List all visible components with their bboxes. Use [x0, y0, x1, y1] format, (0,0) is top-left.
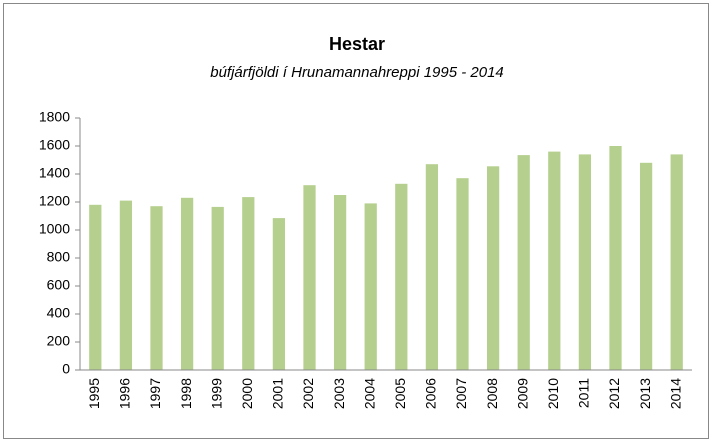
y-tick-label: 400 [47, 305, 71, 321]
y-tick-label: 1600 [39, 137, 70, 153]
x-tick-label: 2009 [514, 378, 530, 409]
bar [395, 183, 408, 370]
chart-subtitle: búfjárfjöldi í Hrunamannahreppi 1995 - 2… [210, 64, 504, 81]
bar [333, 195, 347, 370]
bar [670, 154, 683, 370]
x-tick-label: 2010 [545, 378, 561, 409]
chart-title: Hestar [329, 34, 385, 54]
x-tick-label: 2014 [667, 378, 683, 409]
bar [609, 146, 622, 370]
y-tick-label: 600 [47, 277, 71, 293]
bar [211, 206, 224, 370]
y-tick-label: 0 [62, 361, 70, 377]
bar [303, 185, 316, 370]
bar [89, 204, 102, 370]
x-tick-label: 2001 [270, 378, 286, 409]
x-tick-label: 2005 [392, 378, 408, 409]
x-tick-label: 2004 [361, 378, 377, 409]
x-tick-label: 2013 [637, 378, 653, 409]
x-tick-label: 1997 [147, 378, 163, 409]
y-tick-label: 800 [47, 249, 71, 265]
x-tick-label: 2012 [606, 378, 622, 409]
x-tick-label: 1995 [86, 378, 102, 409]
bar [119, 200, 133, 370]
x-tick-label: 2003 [331, 378, 347, 409]
bar [425, 164, 439, 370]
x-tick-label: 2002 [300, 378, 316, 409]
x-tick-label: 1999 [208, 378, 224, 409]
bar [180, 197, 194, 370]
y-tick-label: 1200 [39, 193, 70, 209]
y-tick-label: 200 [47, 333, 71, 349]
bar [150, 206, 163, 370]
bar [364, 203, 377, 370]
bar [242, 197, 255, 370]
bar [517, 155, 530, 370]
bar [578, 154, 592, 370]
x-tick-label: 1998 [178, 378, 194, 409]
x-tick-label: 1996 [117, 378, 133, 409]
bar [486, 166, 500, 370]
bar [639, 162, 653, 370]
x-tick-label: 2000 [239, 378, 255, 409]
x-tick-label: 2008 [484, 378, 500, 409]
bar [548, 151, 561, 370]
x-tick-label: 2011 [576, 378, 592, 408]
y-tick-label: 1000 [39, 221, 70, 237]
x-tick-label: 2006 [423, 378, 439, 409]
y-tick-label: 1400 [39, 165, 70, 181]
y-tick-label: 1800 [39, 109, 70, 125]
x-tick-label: 2007 [453, 378, 469, 409]
bar [456, 178, 469, 370]
bar [272, 218, 286, 370]
